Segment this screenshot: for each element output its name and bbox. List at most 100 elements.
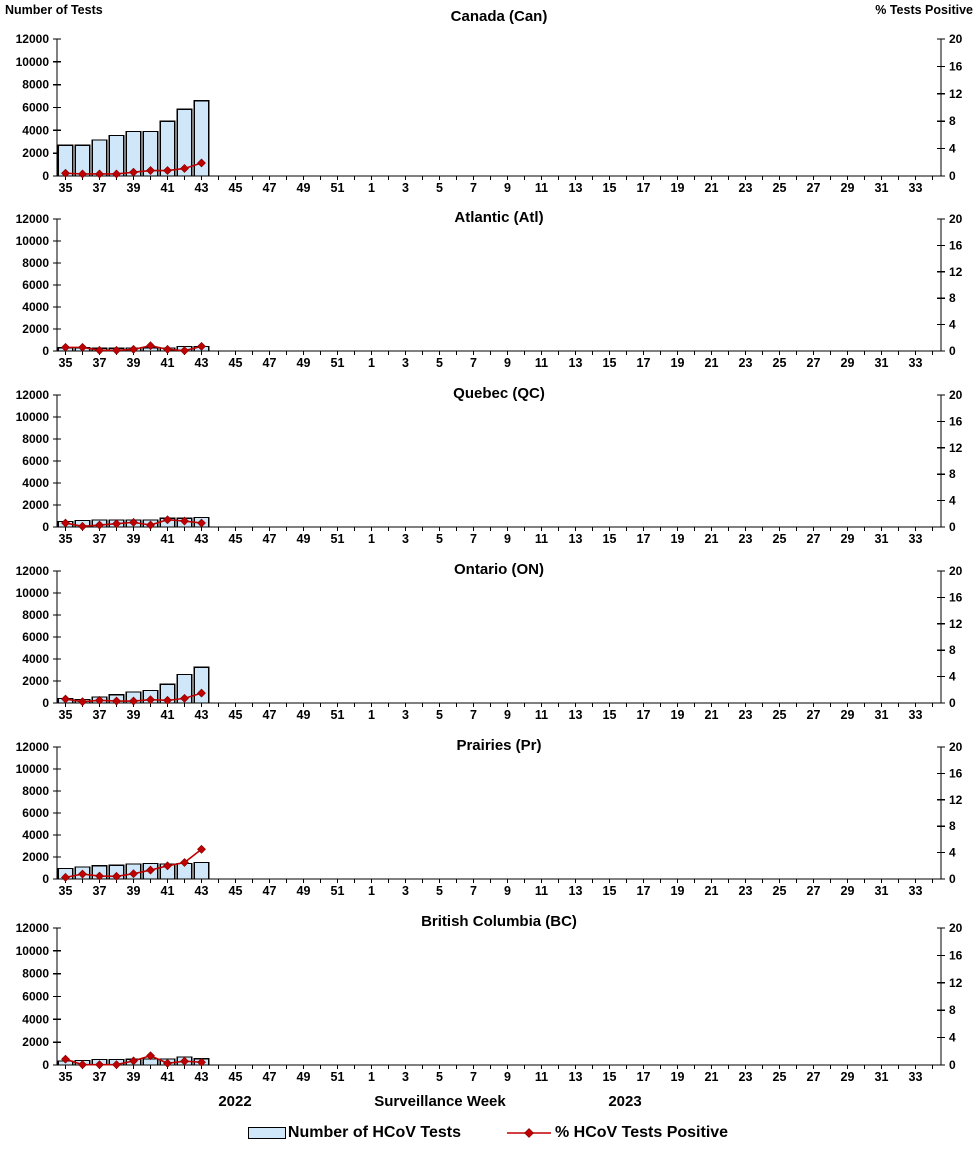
svg-text:43: 43 xyxy=(195,532,209,546)
svg-text:5: 5 xyxy=(436,1070,443,1084)
svg-text:47: 47 xyxy=(263,181,277,195)
svg-text:23: 23 xyxy=(739,181,753,195)
svg-text:19: 19 xyxy=(671,181,685,195)
svg-text:35: 35 xyxy=(59,181,73,195)
svg-text:39: 39 xyxy=(127,532,141,546)
svg-text:47: 47 xyxy=(263,1070,277,1084)
year-label-2022: 2022 xyxy=(218,1093,252,1110)
svg-text:6000: 6000 xyxy=(22,278,49,292)
svg-text:0: 0 xyxy=(949,344,956,358)
svg-text:12000: 12000 xyxy=(16,921,50,935)
svg-text:37: 37 xyxy=(93,708,107,722)
svg-text:12000: 12000 xyxy=(16,388,50,402)
svg-text:2000: 2000 xyxy=(22,498,49,512)
svg-text:4: 4 xyxy=(949,142,956,156)
svg-text:12000: 12000 xyxy=(16,564,50,578)
svg-text:37: 37 xyxy=(93,1070,107,1084)
legend-label-tests: Number of HCoV Tests xyxy=(287,1124,461,1141)
svg-text:19: 19 xyxy=(671,1070,685,1084)
svg-text:8: 8 xyxy=(949,467,956,481)
svg-text:4: 4 xyxy=(949,1031,956,1045)
svg-text:31: 31 xyxy=(875,532,889,546)
panel-title-quebec: Quebec (QC) xyxy=(453,385,545,402)
svg-text:37: 37 xyxy=(93,181,107,195)
svg-text:17: 17 xyxy=(637,181,651,195)
svg-text:9: 9 xyxy=(504,884,511,898)
svg-text:3: 3 xyxy=(402,1070,409,1084)
right-axis-title: % Tests Positive xyxy=(875,3,973,17)
svg-text:43: 43 xyxy=(195,356,209,370)
svg-text:33: 33 xyxy=(909,532,923,546)
svg-text:16: 16 xyxy=(949,590,963,604)
svg-text:20: 20 xyxy=(949,564,963,578)
svg-text:39: 39 xyxy=(127,1070,141,1084)
svg-text:13: 13 xyxy=(569,181,583,195)
svg-text:15: 15 xyxy=(603,884,617,898)
panel-title-canada: Canada (Can) xyxy=(450,8,548,25)
svg-text:15: 15 xyxy=(603,532,617,546)
svg-text:1: 1 xyxy=(368,1070,375,1084)
svg-text:11: 11 xyxy=(535,708,548,722)
panel-title-prairies: Prairies (Pr) xyxy=(456,737,542,754)
year-label-2023: 2023 xyxy=(608,1093,642,1110)
svg-text:47: 47 xyxy=(263,884,277,898)
svg-text:21: 21 xyxy=(705,532,719,546)
svg-text:12: 12 xyxy=(949,441,963,455)
svg-text:11: 11 xyxy=(535,1070,548,1084)
svg-text:41: 41 xyxy=(161,884,175,898)
svg-text:11: 11 xyxy=(535,181,548,195)
svg-text:45: 45 xyxy=(229,532,243,546)
svg-text:51: 51 xyxy=(331,1070,345,1084)
svg-text:29: 29 xyxy=(841,1070,855,1084)
svg-text:6000: 6000 xyxy=(22,990,49,1004)
svg-text:7: 7 xyxy=(470,1070,477,1084)
svg-text:29: 29 xyxy=(841,884,855,898)
line-marker-icon xyxy=(505,1127,553,1139)
svg-text:9: 9 xyxy=(504,356,511,370)
svg-text:35: 35 xyxy=(59,532,73,546)
svg-text:7: 7 xyxy=(470,181,477,195)
svg-text:6000: 6000 xyxy=(22,454,49,468)
svg-text:15: 15 xyxy=(603,181,617,195)
svg-text:12000: 12000 xyxy=(16,32,50,46)
svg-text:0: 0 xyxy=(42,344,49,358)
svg-text:0: 0 xyxy=(949,520,956,534)
svg-text:8000: 8000 xyxy=(22,256,49,270)
svg-text:45: 45 xyxy=(229,708,243,722)
svg-text:43: 43 xyxy=(195,1070,209,1084)
svg-text:0: 0 xyxy=(42,1058,49,1072)
svg-text:5: 5 xyxy=(436,356,443,370)
svg-text:33: 33 xyxy=(909,708,923,722)
svg-text:0: 0 xyxy=(42,169,49,183)
svg-text:21: 21 xyxy=(705,884,719,898)
svg-text:8: 8 xyxy=(949,1003,956,1017)
svg-text:25: 25 xyxy=(773,356,787,370)
svg-text:6000: 6000 xyxy=(22,806,49,820)
svg-text:16: 16 xyxy=(949,948,963,962)
svg-text:33: 33 xyxy=(909,1070,923,1084)
svg-text:20: 20 xyxy=(949,740,963,754)
svg-text:37: 37 xyxy=(93,532,107,546)
svg-text:7: 7 xyxy=(470,708,477,722)
svg-text:3: 3 xyxy=(402,356,409,370)
svg-text:3: 3 xyxy=(402,884,409,898)
svg-text:5: 5 xyxy=(436,708,443,722)
svg-text:4: 4 xyxy=(949,670,956,684)
svg-text:27: 27 xyxy=(807,356,821,370)
svg-text:41: 41 xyxy=(161,1070,175,1084)
svg-text:6000: 6000 xyxy=(22,630,49,644)
svg-text:25: 25 xyxy=(773,1070,787,1084)
svg-text:17: 17 xyxy=(637,356,651,370)
svg-text:51: 51 xyxy=(331,356,345,370)
svg-text:17: 17 xyxy=(637,1070,651,1084)
svg-text:19: 19 xyxy=(671,356,685,370)
svg-text:37: 37 xyxy=(93,356,107,370)
svg-text:0: 0 xyxy=(949,872,956,886)
svg-text:4000: 4000 xyxy=(22,1012,49,1026)
svg-text:51: 51 xyxy=(331,181,345,195)
svg-text:29: 29 xyxy=(841,708,855,722)
svg-text:8: 8 xyxy=(949,819,956,833)
